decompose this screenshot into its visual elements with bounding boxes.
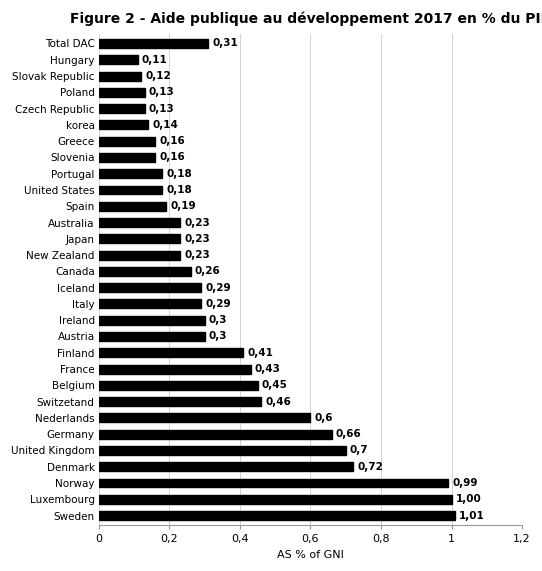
Text: 0,18: 0,18 xyxy=(166,168,192,179)
Bar xyxy=(99,511,455,520)
Bar xyxy=(99,202,166,211)
Text: 0,31: 0,31 xyxy=(212,38,238,49)
Bar xyxy=(99,104,145,113)
Text: 0,3: 0,3 xyxy=(209,315,228,325)
Bar xyxy=(99,316,205,325)
Bar xyxy=(99,397,261,406)
Bar xyxy=(99,88,145,97)
Bar xyxy=(99,478,448,488)
Bar xyxy=(99,283,201,292)
Text: 0,26: 0,26 xyxy=(195,267,221,276)
Text: 0,46: 0,46 xyxy=(266,397,291,407)
Bar xyxy=(99,169,163,178)
Bar xyxy=(99,39,208,48)
Text: 0,41: 0,41 xyxy=(248,348,274,358)
Text: 0,7: 0,7 xyxy=(350,445,369,456)
Text: 0,43: 0,43 xyxy=(255,364,281,374)
Bar xyxy=(99,186,163,195)
Text: 0,19: 0,19 xyxy=(170,201,196,211)
Bar xyxy=(99,136,156,146)
Text: 0,12: 0,12 xyxy=(145,71,171,81)
Bar xyxy=(99,267,191,276)
Text: 0,16: 0,16 xyxy=(159,152,185,162)
Bar xyxy=(99,153,156,162)
Text: 1,00: 1,00 xyxy=(456,494,481,504)
Bar xyxy=(99,234,180,243)
Text: 1,01: 1,01 xyxy=(459,510,485,521)
Text: 0,23: 0,23 xyxy=(184,234,210,244)
Text: 0,18: 0,18 xyxy=(166,185,192,195)
Text: 0,66: 0,66 xyxy=(336,429,362,439)
X-axis label: AS % of GNI: AS % of GNI xyxy=(277,550,344,560)
Bar xyxy=(99,55,138,65)
Bar xyxy=(99,364,250,373)
Bar xyxy=(99,495,451,504)
Text: 0,14: 0,14 xyxy=(152,120,178,130)
Text: 0,3: 0,3 xyxy=(209,332,228,341)
Text: 0,45: 0,45 xyxy=(262,380,288,391)
Text: 0,13: 0,13 xyxy=(149,103,175,114)
Bar xyxy=(99,299,201,308)
Bar xyxy=(99,446,346,455)
Bar xyxy=(99,218,180,227)
Bar xyxy=(99,463,353,471)
Bar xyxy=(99,413,311,423)
Bar xyxy=(99,332,205,341)
Text: 0,29: 0,29 xyxy=(205,299,231,309)
Bar xyxy=(99,348,243,357)
Text: 0,23: 0,23 xyxy=(184,250,210,260)
Text: 0,16: 0,16 xyxy=(159,136,185,146)
Title: Figure 2 - Aide publique au développement 2017 en % du PIB: Figure 2 - Aide publique au développemen… xyxy=(70,11,542,26)
Text: 0,72: 0,72 xyxy=(357,462,383,472)
Text: 0,23: 0,23 xyxy=(184,218,210,227)
Bar xyxy=(99,71,141,81)
Bar xyxy=(99,251,180,260)
Text: 0,13: 0,13 xyxy=(149,87,175,97)
Text: 0,99: 0,99 xyxy=(452,478,478,488)
Text: 0,6: 0,6 xyxy=(315,413,333,423)
Bar xyxy=(99,381,257,390)
Text: 0,11: 0,11 xyxy=(142,55,167,65)
Bar xyxy=(99,120,149,130)
Text: 0,29: 0,29 xyxy=(205,283,231,293)
Bar xyxy=(99,429,332,439)
